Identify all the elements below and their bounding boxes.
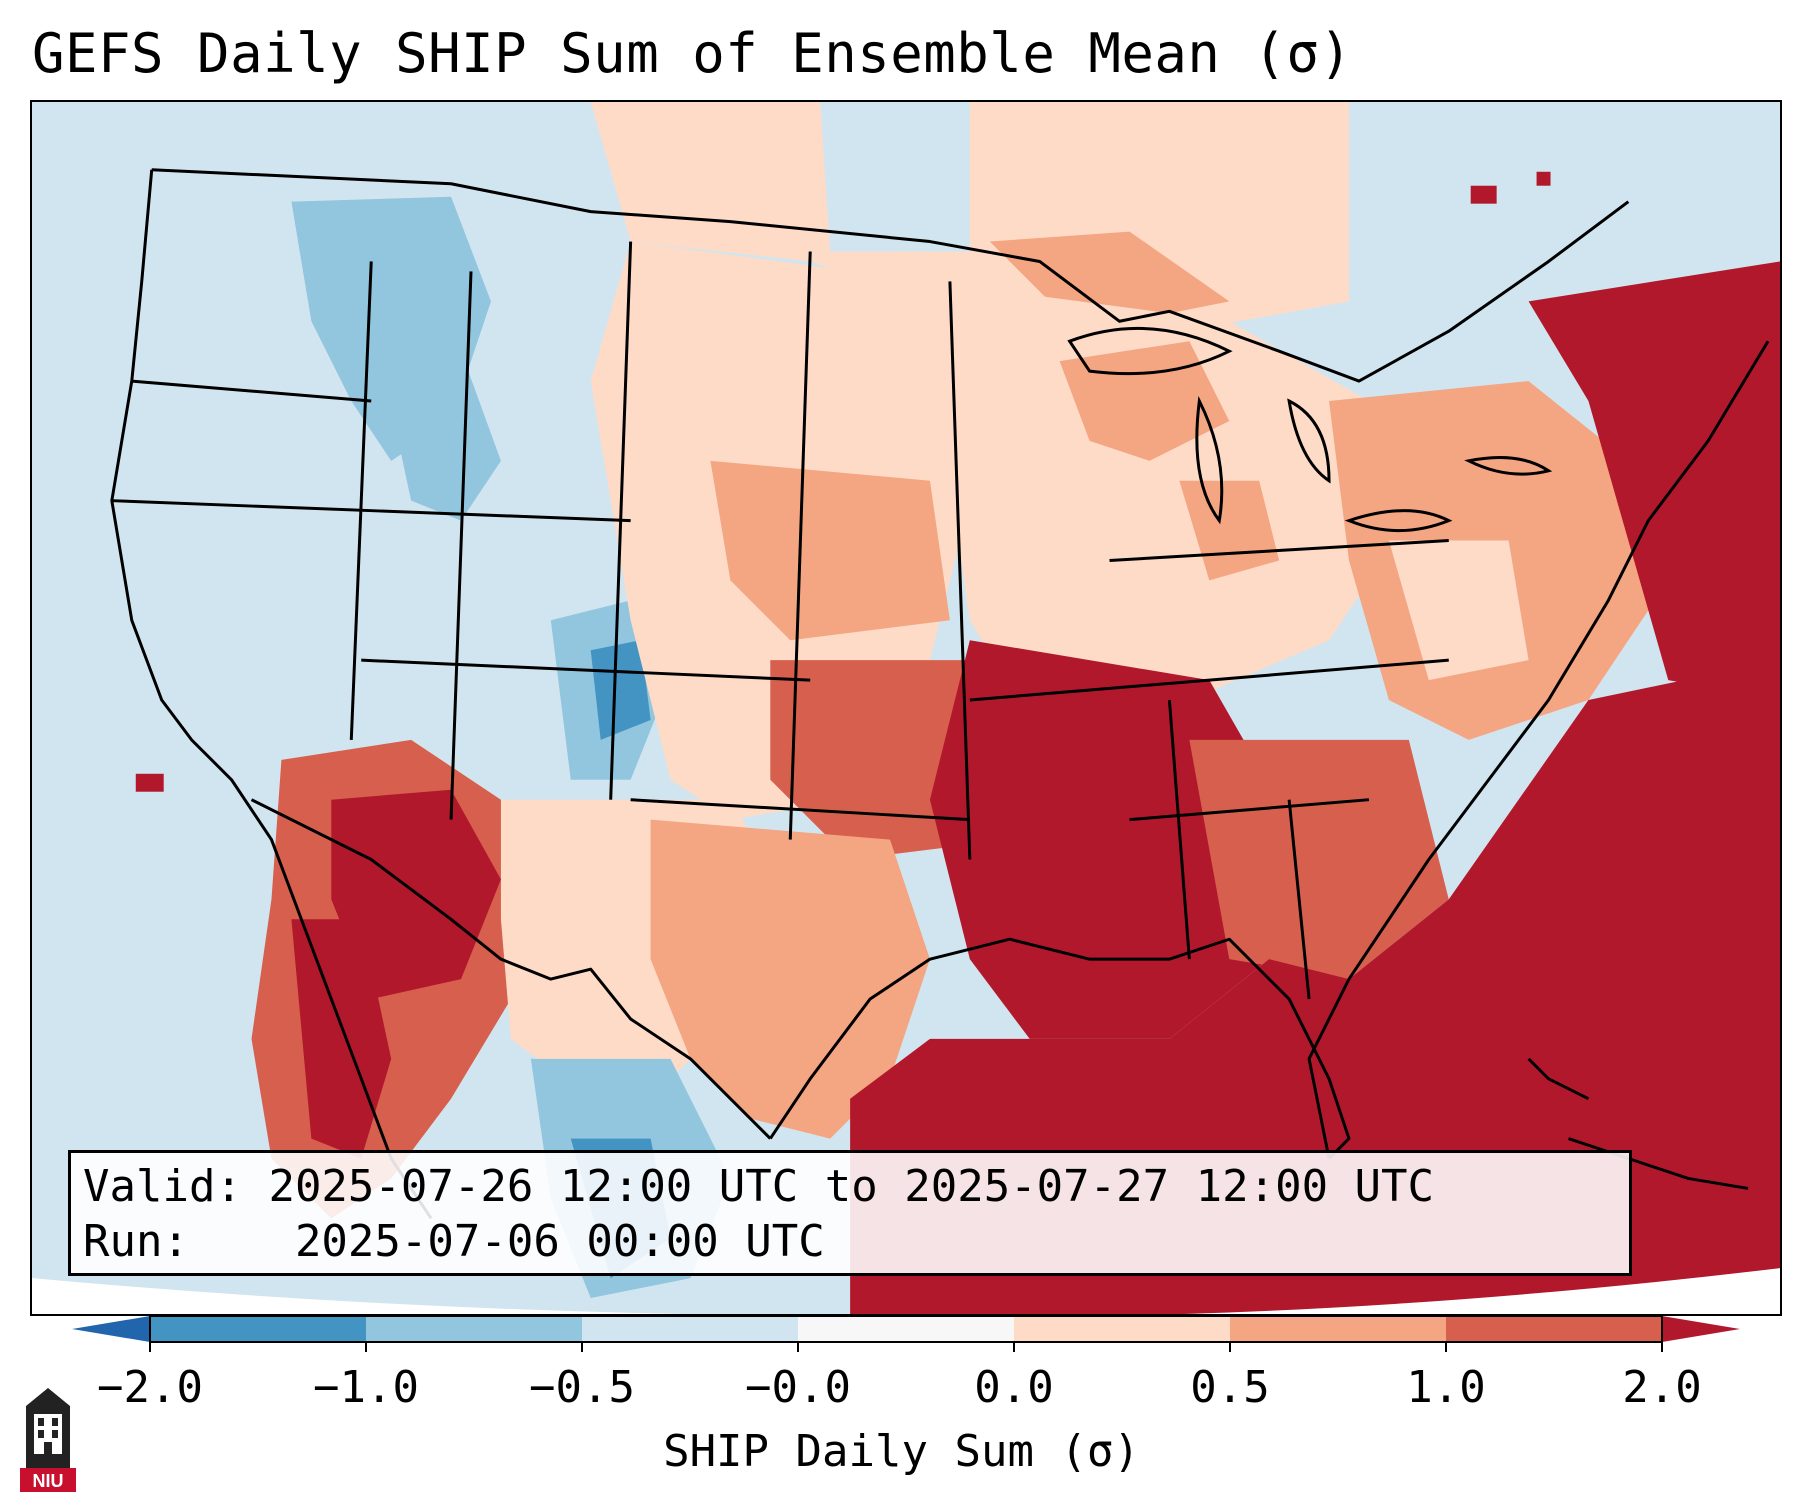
state-line-10 (969, 658, 1449, 702)
ontario-warm (989, 231, 1230, 332)
state-line-14 (1287, 799, 1311, 1000)
canada-hot-spot-2 (1536, 171, 1551, 186)
midwest-region (929, 281, 1409, 720)
colorbar-tick-label: −0.0 (745, 1362, 851, 1413)
run-time: 2025-07-06 00:00 UTC (294, 1216, 825, 1267)
lake-erie (1344, 509, 1453, 532)
nebraska-warm (710, 460, 950, 641)
colorbar-tick-mark (1013, 1342, 1015, 1352)
caribbean-islands (1527, 1057, 1749, 1190)
colorbar-extend-high (1662, 1316, 1740, 1342)
colorbar-tick-label: −2.0 (97, 1362, 203, 1413)
us-canada-border (151, 168, 1630, 383)
state-line-5 (948, 281, 972, 860)
colorbar-label: SHIP Daily Sum (σ) (663, 1426, 1140, 1477)
valid-label: Valid: (83, 1161, 242, 1212)
colorbar-svg (72, 1315, 1740, 1343)
colorbar-tick-mark (1229, 1342, 1231, 1352)
colorbar-tick-label: −0.5 (529, 1362, 635, 1413)
ship-map (32, 102, 1780, 1314)
colorbar-bin (1230, 1316, 1447, 1342)
validity-info-box: Valid: 2025-07-26 12:00 UTC to 2025-07-2… (68, 1150, 1632, 1276)
colorbar-bins (150, 1316, 1663, 1342)
lake-michigan (1195, 395, 1224, 525)
west-coast (110, 169, 433, 1220)
colorbar-bin (582, 1316, 799, 1342)
colorbar-tick-mark (365, 1342, 367, 1352)
logo-text: NIU (33, 1471, 64, 1491)
great-lakes (1067, 326, 1553, 532)
baja-hot (291, 919, 392, 1159)
colorbar-tick-label: 0.0 (974, 1362, 1054, 1413)
texas-region (650, 819, 930, 1139)
lake-huron (1287, 398, 1331, 484)
western-us-region (131, 191, 631, 860)
colorbar-bin (1446, 1316, 1663, 1342)
colorbar-tick-mark (1661, 1342, 1663, 1352)
state-line-4 (788, 251, 812, 840)
lake-superior (1067, 326, 1233, 376)
state-line-7 (111, 499, 631, 523)
colorbar-bin (366, 1316, 583, 1342)
atlantic-coast (1307, 340, 1770, 1159)
southeast-region (1189, 739, 1449, 980)
saskatchewan-cool (820, 102, 970, 252)
state-line-13 (1167, 699, 1191, 960)
run-label: Run: (83, 1216, 189, 1267)
colorbar-extend-low (72, 1316, 150, 1342)
colorbar-outline (149, 1315, 1663, 1343)
colorbar-tick-label: 1.0 (1406, 1362, 1486, 1413)
colorbar-tick-mark (581, 1342, 583, 1352)
state-line-8 (361, 658, 811, 682)
cuba-outline (1568, 1137, 1749, 1190)
colorbar-tick-label: −1.0 (313, 1362, 419, 1413)
canada-hot-spot (1470, 185, 1497, 204)
niu-logo: NIU (20, 1388, 76, 1492)
state-line-6 (131, 379, 372, 403)
bahamas-outline (1527, 1057, 1590, 1101)
pacific-hot-spot (135, 773, 164, 792)
colorbar-tick-mark (149, 1342, 151, 1352)
lake-ontario (1464, 456, 1553, 476)
university-tower-icon: NIU (20, 1388, 76, 1492)
colorbar-tick-label: 0.5 (1190, 1362, 1270, 1413)
gulf-coast (769, 937, 1351, 1160)
colorado-cold-core (590, 640, 651, 740)
page-title: GEFS Daily SHIP Sum of Ensemble Mean (σ) (32, 22, 1353, 85)
state-line-12 (1129, 798, 1370, 822)
state-line-2 (449, 271, 473, 820)
colorbar-bin (1014, 1316, 1231, 1342)
colorbar (72, 1315, 1740, 1343)
colorbar-bin (150, 1316, 367, 1342)
colorbar-tick-mark (1445, 1342, 1447, 1352)
colorbar-tick-label: 2.0 (1622, 1362, 1702, 1413)
state-line-1 (349, 261, 373, 740)
map-panel[interactable] (30, 100, 1782, 1316)
state-line-9 (630, 798, 970, 822)
idaho-cool (381, 351, 501, 521)
valid-time: 2025-07-26 12:00 UTC to 2025-07-27 12:00… (268, 1161, 1435, 1212)
colorbar-tick-mark (797, 1342, 799, 1352)
state-line-11 (1109, 539, 1449, 562)
ohio-valley-warm (1388, 540, 1529, 681)
us-mexico-border (250, 798, 772, 1140)
atlantic-northeast-hot (1528, 261, 1780, 701)
boundaries (110, 168, 1770, 1220)
colorbar-bin (798, 1316, 1015, 1342)
